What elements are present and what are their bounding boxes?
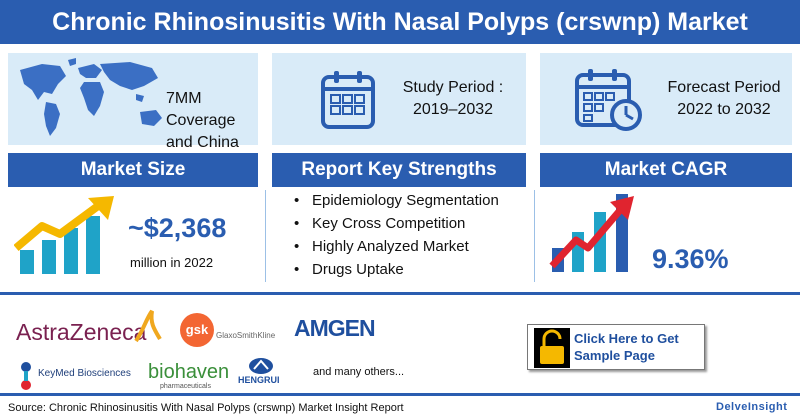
forecast-period-label: Forecast Period — [667, 79, 781, 96]
study-period-panel: Study Period : 2019–2032 — [272, 53, 526, 145]
list-item: Key Cross Competition — [294, 212, 499, 235]
source-text: Source: Chronic Rhinosinusitis With Nasa… — [8, 402, 404, 414]
rising-bar-chart-icon — [549, 194, 634, 272]
biohaven-logo-sub: pharmaceuticals — [160, 383, 211, 390]
get-sample-page-button[interactable]: Click Here to Get Sample Page — [527, 324, 705, 370]
gsk-logo-name: GlaxoSmithKline — [216, 331, 276, 340]
market-size-header: Market Size — [8, 153, 258, 187]
title-bar: Chronic Rhinosinusitis With Nasal Polyps… — [0, 0, 800, 44]
market-size-unit: million in 2022 — [130, 255, 214, 270]
hengrui-logo: HENGRUI — [238, 375, 280, 385]
world-map-icon — [20, 58, 162, 136]
company-logos-band: AstraZeneca gsk GlaxoSmithKline AMGEN Ke… — [0, 292, 800, 396]
forecast-period-value: 2022 to 2032 — [677, 101, 771, 118]
unlock-icon — [534, 328, 570, 368]
list-item: Epidemiology Segmentation — [294, 189, 499, 212]
key-strengths-header: Report Key Strengths — [272, 153, 526, 187]
divider — [265, 190, 266, 282]
astrazeneca-swirl-icon — [134, 309, 162, 343]
brand-logo: DelveInsight — [716, 401, 788, 413]
amgen-logo: AMGEN — [294, 315, 376, 341]
coverage-text: 7MM Coverage and China — [166, 90, 239, 151]
keymed-logo-icon — [21, 362, 31, 390]
more-companies-text: and many others... — [313, 366, 405, 378]
market-size-value: ~$2,368 — [128, 213, 227, 243]
key-strengths-list: Epidemiology Segmentation Key Cross Comp… — [294, 189, 499, 281]
keymed-logo: KeyMed Biosciences — [38, 368, 131, 379]
page-title: Chronic Rhinosinusitis With Nasal Polyps… — [52, 7, 748, 36]
divider — [534, 190, 535, 282]
study-period-value: 2019–2032 — [412, 101, 494, 118]
forecast-period-panel: Forecast Period 2022 to 2032 — [540, 53, 792, 145]
list-item: Highly Analyzed Market — [294, 235, 499, 258]
astrazeneca-logo: AstraZeneca — [16, 319, 147, 345]
coverage-panel: 7MM Coverage and China — [8, 53, 258, 151]
get-sample-page-label: Click Here to Get Sample Page — [574, 331, 679, 363]
biohaven-logo: biohaven — [148, 361, 230, 383]
growth-chart-icon — [14, 196, 114, 274]
study-period-label: Study Period : — [402, 79, 504, 96]
calendar-icon — [321, 71, 375, 129]
hengrui-logo-icon — [249, 358, 273, 374]
gsk-logo-mark: gsk — [180, 313, 214, 347]
market-cagr-header: Market CAGR — [540, 153, 792, 187]
cagr-value: 9.36% — [652, 244, 729, 274]
calendar-clock-icon — [575, 69, 642, 131]
list-item: Drugs Uptake — [294, 258, 499, 281]
